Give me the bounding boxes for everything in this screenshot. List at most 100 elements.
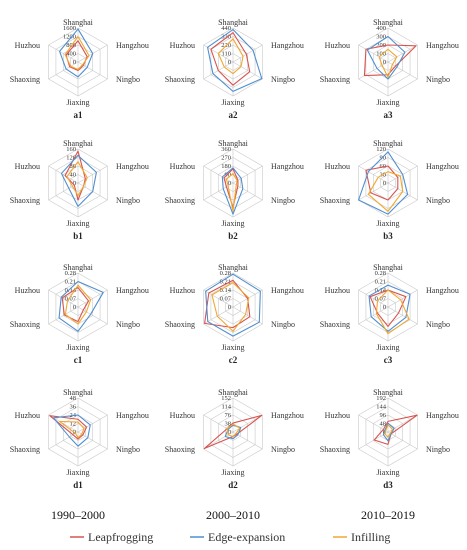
tick-label: 0.21 — [220, 279, 231, 286]
series-leapfrogging — [210, 32, 251, 86]
series-edge-expansion — [366, 35, 406, 80]
tick-label: 0.14 — [65, 287, 77, 294]
spoke-hangzhou — [387, 289, 418, 308]
tick-label: 12 — [70, 421, 77, 428]
tick-label: 0.28 — [220, 270, 231, 277]
tick-label: 0 — [73, 304, 76, 311]
axis-label-huzhou: Huzhou — [325, 411, 350, 420]
tick-label: 90 — [225, 172, 232, 179]
series-edge-expansion — [207, 28, 263, 92]
series-edge-expansion — [382, 422, 395, 442]
spoke-hangzhou — [77, 165, 108, 184]
tick-label: 0 — [228, 304, 231, 311]
series-leapfrogging — [363, 44, 417, 77]
axis-label-shaoxing: Shaoxing — [320, 75, 350, 84]
panel-label: a3 — [384, 110, 394, 120]
axis-label-jiaxing: Jiaxing — [376, 219, 399, 228]
axis-label-hangzhou: Hangzhou — [116, 286, 149, 295]
tick-label: 1200 — [63, 34, 76, 41]
axis-label-huzhou: Huzhou — [170, 286, 195, 295]
tick-label: 90 — [380, 155, 387, 162]
axis-label-shanghai: Shanghai — [218, 139, 249, 148]
axis-label-huzhou: Huzhou — [170, 411, 195, 420]
tick-label: 120 — [376, 146, 386, 153]
tick-label: 80 — [70, 163, 77, 170]
axis-label-ningbo: Ningbo — [116, 75, 140, 84]
panel-label: b1 — [73, 231, 83, 241]
panel-label: b2 — [228, 231, 238, 241]
axis-label-ningbo: Ningbo — [426, 320, 450, 329]
tick-label: 0 — [383, 180, 386, 187]
tick-label: 144 — [376, 404, 387, 411]
tick-label: 0 — [73, 180, 76, 187]
axis-label-ningbo: Ningbo — [271, 445, 295, 454]
axis-label-shanghai: Shanghai — [373, 263, 404, 272]
radar-panel-b3: 0306090120ShanghaiHangzhouNingboJiaxingS… — [320, 139, 459, 241]
tick-label: 0 — [228, 429, 231, 436]
tick-label: 0.28 — [375, 270, 386, 277]
panel-label: d2 — [228, 480, 238, 490]
tick-label: 0 — [383, 59, 386, 66]
tick-label: 40 — [70, 172, 77, 179]
tick-label: 0.14 — [375, 287, 387, 294]
axis-label-shaoxing: Shaoxing — [10, 75, 40, 84]
tick-label: 0.14 — [220, 287, 232, 294]
spoke-shaoxing — [358, 182, 389, 201]
spoke-huzhou — [358, 165, 389, 184]
axis-label-ningbo: Ningbo — [116, 445, 140, 454]
period-labels: 1990–2000 2000–2010 2010–2019 — [51, 508, 415, 522]
series-edge-expansion — [59, 28, 94, 78]
spoke-ningbo — [232, 61, 263, 80]
axis-label-hangzhou: Hangzhou — [271, 411, 304, 420]
axis-label-ningbo: Ningbo — [116, 320, 140, 329]
axis-label-jiaxing: Jiaxing — [376, 468, 399, 477]
tick-label: 400 — [66, 51, 76, 58]
axis-label-shanghai: Shanghai — [218, 388, 249, 397]
tick-label: 0 — [228, 180, 231, 187]
spoke-ningbo — [232, 306, 263, 325]
tick-label: 96 — [380, 412, 387, 419]
spoke-shaoxing — [48, 306, 79, 325]
tick-label: 0.21 — [65, 279, 76, 286]
spoke-huzhou — [358, 44, 389, 63]
spoke-ningbo — [387, 61, 418, 80]
spoke-huzhou — [48, 165, 79, 184]
spoke-hangzhou — [387, 44, 418, 63]
tick-label: 0 — [228, 59, 231, 66]
tick-label: 0.07 — [220, 296, 232, 303]
series-infilling — [375, 289, 410, 335]
axis-label-ningbo: Ningbo — [116, 196, 140, 205]
axis-label-ningbo: Ningbo — [271, 75, 295, 84]
series-leapfrogging — [373, 414, 418, 445]
axis-label-shanghai: Shanghai — [63, 18, 94, 27]
axis-label-huzhou: Huzhou — [15, 162, 40, 171]
spoke-shaoxing — [203, 306, 234, 325]
tick-label: 300 — [376, 34, 386, 41]
legend-label-leapfrogging: Leapfrogging — [88, 530, 153, 544]
radar-panel-a1: 040080012001600ShanghaiHangzhouNingboJia… — [10, 18, 149, 120]
axis-label-shaoxing: Shaoxing — [320, 320, 350, 329]
axis-label-shaoxing: Shaoxing — [10, 196, 40, 205]
tick-label: 160 — [66, 146, 76, 153]
axis-label-shanghai: Shanghai — [373, 139, 404, 148]
axis-label-huzhou: Huzhou — [325, 286, 350, 295]
tick-label: 48 — [380, 421, 387, 428]
radar-panel-a2: 0110220330440ShanghaiHangzhouNingboJiaxi… — [165, 18, 304, 120]
series-edge-expansion — [52, 414, 91, 447]
axis-label-shaoxing: Shaoxing — [10, 320, 40, 329]
panel-label: d1 — [73, 480, 83, 490]
radar-panel-d3: 04896144192ShanghaiHangzhouNingboJiaxing… — [320, 388, 459, 490]
series-edge-expansion — [368, 284, 411, 332]
legend: Leapfrogging Edge-expansion Infilling — [70, 530, 390, 544]
period-label-1990-2000: 1990–2000 — [51, 508, 105, 522]
axis-label-shaoxing: Shaoxing — [165, 320, 195, 329]
series-leapfrogging — [49, 415, 88, 440]
axis-label-hangzhou: Hangzhou — [271, 162, 304, 171]
series-leapfrogging — [64, 150, 86, 201]
series-infilling — [384, 424, 394, 438]
series-infilling — [226, 423, 241, 438]
